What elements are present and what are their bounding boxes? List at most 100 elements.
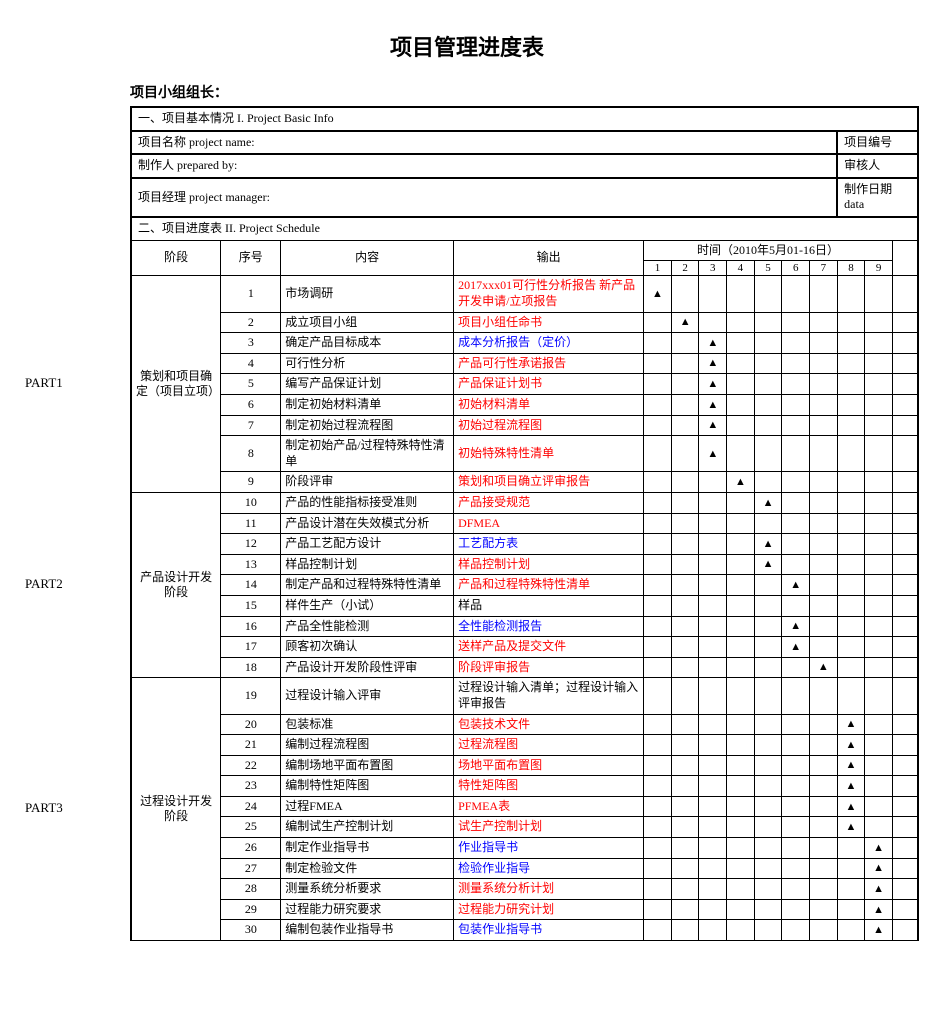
row-number: 8 [221, 436, 281, 472]
time-cell [671, 657, 699, 678]
row-output: 全性能检测报告 [454, 616, 644, 637]
table-row: 7制定初始过程流程图初始过程流程图▲ [131, 415, 918, 436]
time-cell [754, 920, 782, 941]
table-row: 25编制试生产控制计划试生产控制计划▲ [131, 817, 918, 838]
time-cell [754, 714, 782, 735]
time-cell [865, 534, 893, 555]
time-cell [754, 637, 782, 658]
column-header: 内容 [281, 240, 454, 276]
time-cell [727, 353, 755, 374]
part-label: PART2 [15, 491, 130, 676]
time-cell [727, 657, 755, 678]
day-header: 4 [727, 261, 755, 276]
time-cell [671, 838, 699, 859]
time-cell [810, 312, 838, 333]
table-row: 过程设计开发阶段19过程设计输入评审过程设计输入清单；过程设计输入评审报告 [131, 678, 918, 714]
info-right: 制作日期 data [837, 178, 918, 217]
row-number: 18 [221, 657, 281, 678]
info-left: 制作人 prepared by: [131, 154, 837, 178]
time-cell [727, 575, 755, 596]
row-content: 产品工艺配方设计 [281, 534, 454, 555]
time-cell [699, 312, 727, 333]
table-row: 9阶段评审策划和项目确立评审报告▲ [131, 472, 918, 493]
table-row: 24过程FMEAPFMEA表▲ [131, 796, 918, 817]
table-row: 23编制特性矩阵图特性矩阵图▲ [131, 776, 918, 797]
time-cell: ▲ [671, 312, 699, 333]
stage-cell: 策划和项目确定（项目立项） [131, 276, 221, 493]
time-cell [810, 353, 838, 374]
extra-cell [892, 395, 918, 416]
time-cell [837, 374, 865, 395]
time-cell [727, 276, 755, 312]
row-content: 产品全性能检测 [281, 616, 454, 637]
time-cell [727, 755, 755, 776]
section-header: 二、项目进度表 II. Project Schedule [131, 217, 918, 240]
time-cell [837, 415, 865, 436]
time-cell [810, 714, 838, 735]
time-cell [782, 735, 810, 756]
day-header: 2 [671, 261, 699, 276]
row-number: 10 [221, 492, 281, 513]
time-cell [865, 472, 893, 493]
time-cell [644, 534, 672, 555]
time-cell: ▲ [699, 353, 727, 374]
time-cell [754, 415, 782, 436]
time-cell [810, 534, 838, 555]
day-header: 1 [644, 261, 672, 276]
time-cell [810, 858, 838, 879]
time-cell [727, 920, 755, 941]
team-leader-label: 项目小组组长： [130, 82, 919, 102]
row-content: 可行性分析 [281, 353, 454, 374]
time-cell: ▲ [837, 817, 865, 838]
row-output: 阶段评审报告 [454, 657, 644, 678]
extra-cell [892, 858, 918, 879]
info-right: 审核人 [837, 154, 918, 178]
time-cell: ▲ [782, 637, 810, 658]
table-row: 27制定检验文件检验作业指导▲ [131, 858, 918, 879]
row-output: 成本分析报告（定价） [454, 333, 644, 354]
row-content: 编写产品保证计划 [281, 374, 454, 395]
table-row: 16产品全性能检测全性能检测报告▲ [131, 616, 918, 637]
extra-cell [892, 333, 918, 354]
time-cell [754, 678, 782, 714]
row-content: 测量系统分析要求 [281, 879, 454, 900]
time-cell [644, 492, 672, 513]
time-cell [644, 657, 672, 678]
time-cell [810, 575, 838, 596]
time-cell [810, 374, 838, 395]
row-output: 初始材料清单 [454, 395, 644, 416]
time-cell [699, 838, 727, 859]
time-cell [837, 436, 865, 472]
time-cell [644, 817, 672, 838]
row-output: 过程能力研究计划 [454, 899, 644, 920]
time-cell [644, 333, 672, 354]
row-output: 包装技术文件 [454, 714, 644, 735]
time-cell [699, 595, 727, 616]
row-output: 策划和项目确立评审报告 [454, 472, 644, 493]
table-row: 11产品设计潜在失效模式分析DFMEA [131, 513, 918, 534]
time-cell [865, 714, 893, 735]
time-cell [865, 735, 893, 756]
time-cell: ▲ [837, 776, 865, 797]
time-cell [644, 395, 672, 416]
time-cell [644, 899, 672, 920]
row-content: 产品设计开发阶段性评审 [281, 657, 454, 678]
time-cell [671, 678, 699, 714]
time-cell [837, 920, 865, 941]
time-cell [865, 276, 893, 312]
time-cell [837, 879, 865, 900]
time-cell [644, 436, 672, 472]
time-cell [810, 735, 838, 756]
time-cell [699, 776, 727, 797]
time-cell [865, 415, 893, 436]
time-cell [727, 616, 755, 637]
time-cell [754, 513, 782, 534]
row-number: 30 [221, 920, 281, 941]
extra-cell [892, 415, 918, 436]
time-cell [727, 534, 755, 555]
row-content: 制定作业指导书 [281, 838, 454, 859]
time-cell [782, 276, 810, 312]
row-content: 过程能力研究要求 [281, 899, 454, 920]
row-number: 19 [221, 678, 281, 714]
main-container: PART1PART2PART3 一、项目基本情况 I. Project Basi… [15, 106, 919, 941]
